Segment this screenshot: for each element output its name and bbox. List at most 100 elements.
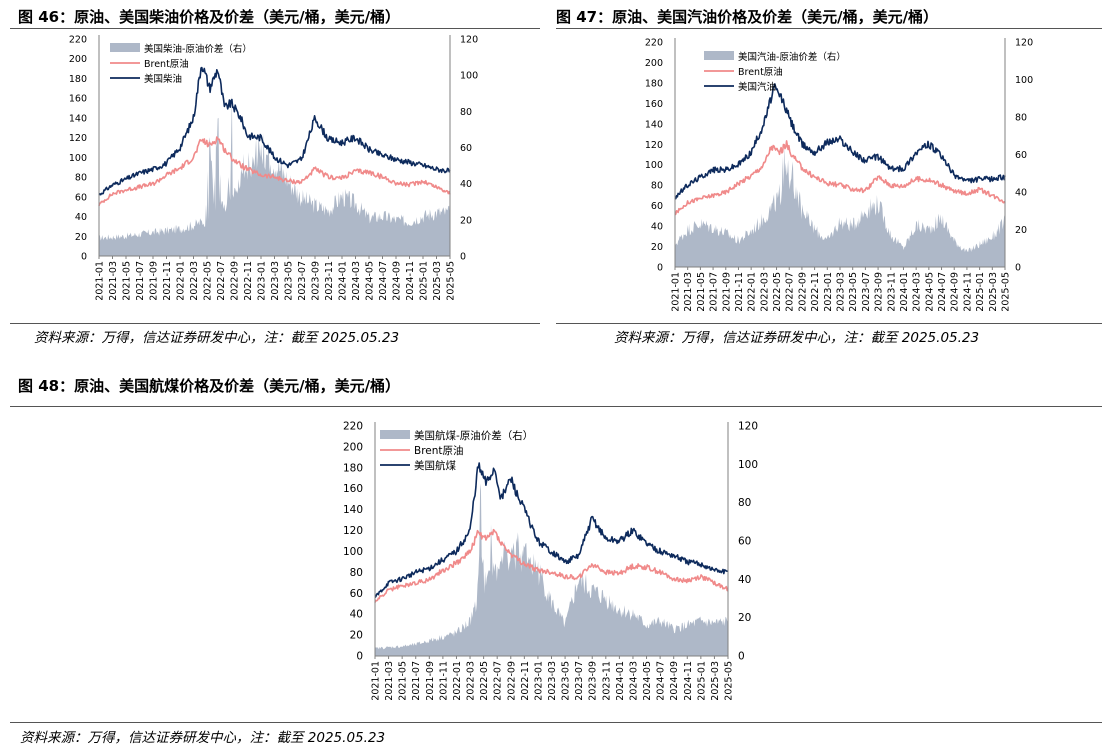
y-tick-left-label: 160 — [69, 94, 87, 105]
x-tick-label: 2022-03 — [189, 261, 200, 301]
chart-46-top-rule — [10, 28, 540, 29]
y-tick-right-label: 40 — [738, 574, 751, 586]
y-tick-left-label: 200 — [645, 58, 663, 69]
x-tick-label: 2024-11 — [962, 272, 973, 312]
x-tick-label: 2023-01 — [533, 661, 544, 701]
y-tick-left-label: 200 — [69, 54, 87, 65]
y-tick-left-label: 120 — [343, 525, 363, 537]
y-tick-left-label: 80 — [651, 181, 663, 192]
x-tick-label: 2022-11 — [810, 272, 821, 312]
y-tick-left-label: 180 — [343, 462, 363, 474]
y-tick-left-label: 20 — [651, 242, 663, 253]
y-tick-left-label: 220 — [645, 38, 663, 49]
y-tick-left-label: 140 — [343, 504, 363, 516]
y-tick-left-label: 100 — [69, 153, 87, 164]
y-tick-right-label: 120 — [1015, 38, 1033, 49]
y-tick-left-label: 60 — [75, 192, 87, 203]
x-tick-label: 2025-05 — [724, 661, 735, 701]
x-tick-label: 2021-07 — [709, 272, 720, 312]
x-tick-label: 2022-01 — [747, 272, 758, 312]
series-0-1-line — [98, 136, 451, 206]
x-tick-label: 2024-05 — [642, 661, 653, 701]
chart-46-bottom-rule — [10, 323, 540, 324]
y-tick-right-label: 20 — [738, 612, 751, 624]
chart-c48: 0 20 40 60 80 100 120 140 160 180 200 220 0 20 40 60 80 1… — [343, 421, 758, 701]
x-tick-label: 2023-09 — [588, 661, 599, 701]
x-tick-label: 2025-05 — [1001, 272, 1012, 312]
x-tick-label: 2025-01 — [696, 661, 707, 701]
x-tick-label: 2024-05 — [365, 261, 376, 301]
x-tick-label: 2024-03 — [912, 272, 923, 312]
chart-48-source: 资料来源：万得，信达证券研发中心，注：截至 2025.05.23 — [20, 730, 386, 746]
legend-label: 美国汽油 — [738, 81, 776, 93]
series-1-1-line — [674, 140, 1006, 216]
x-tick-label: 2024-03 — [628, 661, 639, 701]
y-tick-right-label: 0 — [738, 651, 745, 663]
chart-46-title: 图 46：原油、美国柴油价格及价差（美元/桶，美元/桶） — [18, 8, 401, 26]
y-tick-right-label: 60 — [1015, 150, 1027, 161]
y-tick-right-label: 0 — [1015, 263, 1021, 274]
y-tick-right-label: 20 — [1015, 225, 1027, 236]
x-tick-label: 2024-09 — [669, 661, 680, 701]
y-tick-left-label: 200 — [343, 441, 363, 453]
x-tick-label: 2021-09 — [721, 272, 732, 312]
legend-label: Brent原油 — [144, 58, 189, 70]
y-tick-left-label: 140 — [69, 113, 87, 124]
x-tick-label: 2021-03 — [108, 261, 119, 301]
chart-47-title: 图 47：原油、美国汽油价格及价差（美元/桶，美元/桶） — [556, 8, 939, 26]
x-tick-label: 2022-07 — [216, 261, 227, 301]
x-tick-label: 2025-03 — [988, 272, 999, 312]
legend-label: 美国航煤-原油价差（右） — [414, 429, 533, 442]
y-tick-right-label: 0 — [460, 252, 466, 263]
x-tick-label: 2024-07 — [378, 261, 389, 301]
x-tick-label: 2022-05 — [772, 272, 783, 312]
x-tick-label: 2025-03 — [710, 661, 721, 701]
x-tick-label: 2021-03 — [384, 661, 395, 701]
x-tick-label: 2023-07 — [574, 661, 585, 701]
x-tick-label: 2021-05 — [696, 272, 707, 312]
chart-47-top-rule — [556, 28, 1102, 29]
x-tick-label: 2022-03 — [466, 661, 477, 701]
y-tick-left-label: 160 — [343, 483, 363, 495]
x-tick-label: 2023-05 — [561, 661, 572, 701]
legend-label: Brent原油 — [738, 66, 783, 78]
x-tick-label: 2025-03 — [432, 261, 443, 301]
y-tick-right-label: 40 — [1015, 188, 1027, 199]
x-tick-label: 2023-11 — [324, 261, 335, 301]
x-tick-label: 2024-07 — [656, 661, 667, 701]
x-tick-label: 2021-01 — [371, 661, 382, 701]
x-tick-label: 2022-07 — [785, 272, 796, 312]
legend-label: Brent原油 — [414, 444, 464, 457]
legend-label: 美国汽油-原油价差（右） — [738, 51, 846, 63]
x-tick-label: 2022-09 — [797, 272, 808, 312]
x-tick-label: 2022-09 — [506, 661, 517, 701]
x-tick-label: 2021-05 — [398, 661, 409, 701]
x-tick-label: 2021-03 — [683, 272, 694, 312]
y-tick-right-label: 100 — [1015, 75, 1033, 86]
y-tick-left-label: 40 — [75, 212, 87, 223]
chart-47-source: 资料来源：万得，信达证券研发中心，注：截至 2025.05.23 — [614, 330, 980, 346]
chart-48-title: 图 48：原油、美国航煤价格及价差（美元/桶，美元/桶） — [18, 377, 401, 395]
x-tick-label: 2021-11 — [438, 661, 449, 701]
x-tick-label: 2025-01 — [975, 272, 986, 312]
x-tick-label: 2021-09 — [149, 261, 160, 301]
x-tick-label: 2022-11 — [243, 261, 254, 301]
y-tick-right-label: 40 — [460, 179, 472, 190]
x-tick-label: 2024-07 — [937, 272, 948, 312]
x-tick-label: 2023-11 — [886, 272, 897, 312]
x-tick-label: 2022-05 — [203, 261, 214, 301]
y-tick-left-label: 0 — [356, 651, 363, 663]
y-tick-right-label: 60 — [460, 143, 472, 154]
y-tick-left-label: 60 — [651, 201, 663, 212]
y-tick-right-label: 100 — [460, 71, 478, 82]
legend-label: 美国航煤 — [414, 459, 456, 472]
y-tick-left-label: 20 — [350, 630, 363, 642]
legend-label: 美国柴油 — [144, 73, 182, 85]
y-tick-left-label: 40 — [350, 609, 363, 621]
y-tick-left-label: 160 — [645, 99, 663, 110]
series-0-2-line — [98, 66, 451, 196]
x-tick-label: 2025-01 — [419, 261, 430, 301]
series-2-1-line — [374, 528, 729, 603]
y-tick-left-label: 0 — [81, 252, 87, 263]
x-tick-label: 2021-11 — [734, 272, 745, 312]
